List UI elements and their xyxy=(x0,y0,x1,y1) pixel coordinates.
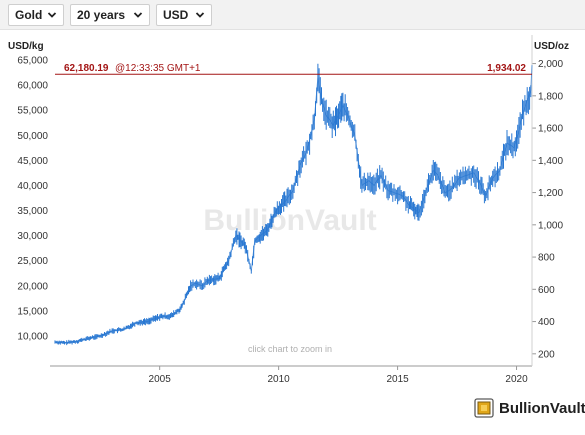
chart-watermark: BullionVault xyxy=(203,204,376,237)
left-axis-unit: USD/kg xyxy=(8,41,44,52)
right-tick-label: 1,600 xyxy=(538,124,563,135)
gold-price-chart[interactable]: BullionVault click chart to zoom in USD/… xyxy=(0,30,585,395)
left-tick-label: 35,000 xyxy=(17,206,48,217)
left-axis: 10,000 15,000 20,000 25,000 30,000 35,000 40,0… xyxy=(17,56,48,343)
left-tick-label: 45,000 xyxy=(17,156,48,167)
metal-select-value: Gold xyxy=(15,8,43,22)
right-tick-label: 2,000 xyxy=(538,59,563,70)
price-series-line xyxy=(54,65,533,344)
left-tick-label: 65,000 xyxy=(17,56,48,67)
left-tick-label: 30,000 xyxy=(17,231,48,242)
gold-bar-logo-icon xyxy=(474,398,494,418)
right-tick-label: 600 xyxy=(538,285,555,296)
metal-select[interactable]: Gold xyxy=(8,4,64,26)
brand-name: BullionVault xyxy=(499,400,585,417)
x-axis: 2005 2010 2015 2020 xyxy=(149,366,528,385)
right-tick-label: 1,400 xyxy=(538,156,563,167)
current-price-oz: 1,934.02 xyxy=(487,63,526,74)
left-tick-label: 10,000 xyxy=(17,331,48,342)
left-tick-label: 60,000 xyxy=(17,81,48,92)
price-series xyxy=(54,63,533,346)
x-tick-label: 2005 xyxy=(149,374,172,385)
x-tick-label: 2010 xyxy=(268,374,291,385)
right-tick-label: 1,000 xyxy=(538,220,563,231)
right-tick-label: 1,200 xyxy=(538,188,563,199)
left-tick-label: 50,000 xyxy=(17,131,48,142)
currency-select[interactable]: USD xyxy=(156,4,212,26)
left-tick-label: 55,000 xyxy=(17,106,48,117)
current-price-time: @12:33:35 GMT+1 xyxy=(115,63,201,74)
currency-select-value: USD xyxy=(163,8,189,22)
right-axis-unit: USD/oz xyxy=(534,41,569,52)
left-tick-label: 25,000 xyxy=(17,256,48,267)
chart-toolbar: Gold 20 years USD xyxy=(0,0,585,30)
right-tick-label: 800 xyxy=(538,253,555,264)
current-price-kg: 62,180.19 xyxy=(64,63,109,74)
right-tick-label: 1,800 xyxy=(538,91,563,102)
period-select[interactable]: 20 years xyxy=(70,4,150,26)
right-tick-label: 200 xyxy=(538,349,555,360)
left-tick-label: 15,000 xyxy=(17,306,48,317)
chevron-down-icon xyxy=(133,12,143,18)
chevron-down-icon xyxy=(195,12,205,18)
x-tick-label: 2015 xyxy=(386,374,409,385)
chevron-down-icon xyxy=(47,12,57,18)
period-select-value: 20 years xyxy=(77,8,126,22)
left-tick-label: 20,000 xyxy=(17,281,48,292)
zoom-hint: click chart to zoom in xyxy=(248,344,332,354)
right-axis: 200 400 600 800 1,000 1,200 1,400 1,600 1,800 2,0… xyxy=(532,59,563,360)
left-tick-label: 40,000 xyxy=(17,181,48,192)
current-price-marker: 62,180.19 @12:33:35 GMT+1 1,934.02 xyxy=(55,63,532,75)
right-tick-label: 400 xyxy=(538,317,555,328)
x-tick-label: 2020 xyxy=(505,374,528,385)
